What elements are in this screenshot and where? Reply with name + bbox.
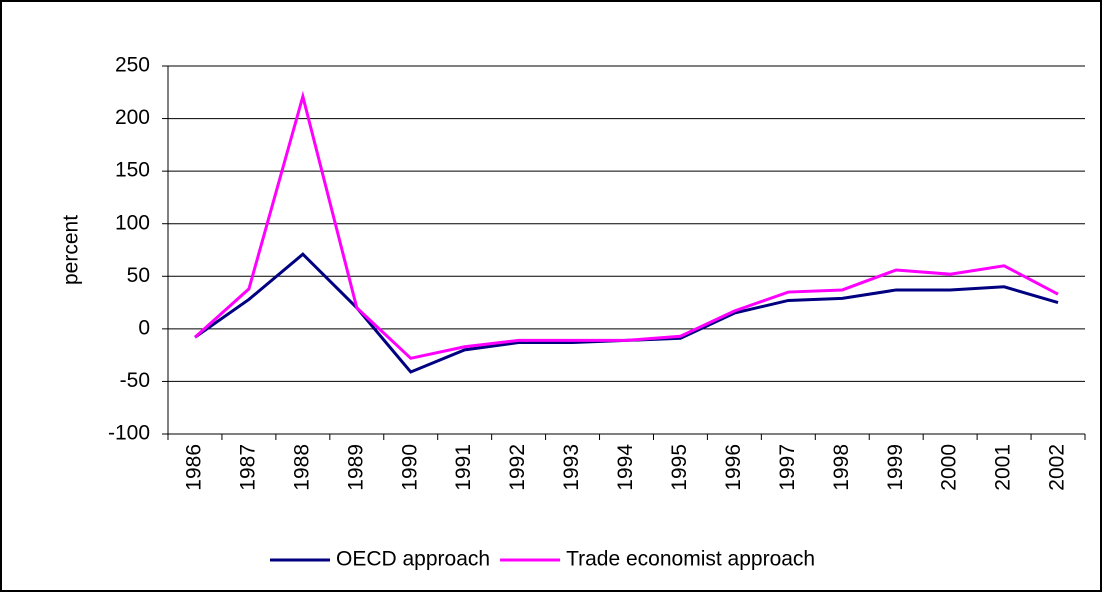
x-tick-label: 2001 xyxy=(992,444,1015,491)
series-line xyxy=(193,90,1059,360)
y-tick-label: 200 xyxy=(115,106,150,129)
x-tick-label: 1994 xyxy=(614,444,637,491)
y-tick-label: 150 xyxy=(115,159,150,182)
y-tick-label: -50 xyxy=(120,369,150,392)
x-tick-label: 1986 xyxy=(183,444,206,491)
x-tick-label: 1995 xyxy=(668,444,691,491)
legend-label: OECD approach xyxy=(336,548,490,571)
x-tick-label: 1987 xyxy=(236,444,259,491)
x-tick-label: 2002 xyxy=(1046,444,1069,491)
x-tick-label: 2000 xyxy=(938,444,961,491)
y-tick-label: 250 xyxy=(115,54,150,77)
x-tick-label: 1997 xyxy=(776,444,799,491)
x-tick-label: 1992 xyxy=(506,444,529,491)
x-tick-label: 1996 xyxy=(722,444,745,491)
x-tick-label: 1988 xyxy=(290,444,313,491)
y-tick-label: 50 xyxy=(127,264,150,287)
x-tick-label: 1991 xyxy=(452,444,475,491)
x-tick-label: 1990 xyxy=(398,444,421,491)
legend-label: Trade economist approach xyxy=(566,548,815,571)
y-tick-label: -100 xyxy=(108,422,150,445)
y-tick-label: 100 xyxy=(115,211,150,234)
x-tick-label: 1993 xyxy=(560,444,583,491)
y-axis-label: percent xyxy=(60,215,83,285)
x-tick-label: 1999 xyxy=(884,444,907,491)
x-tick-label: 1998 xyxy=(830,444,853,491)
x-tick-label: 1989 xyxy=(344,444,367,491)
y-tick-label: 0 xyxy=(138,316,150,339)
